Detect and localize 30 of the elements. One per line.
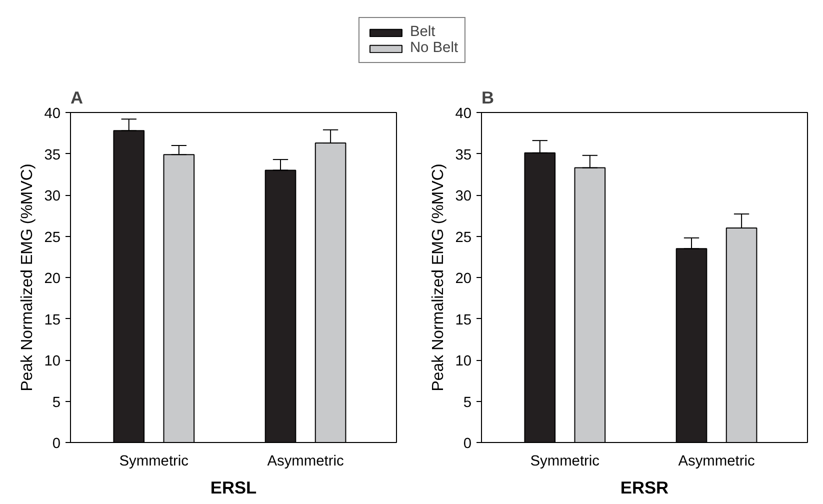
y-tick-label: 20 (455, 271, 472, 287)
y-tick-label: 25 (455, 230, 472, 246)
x-axis-title: ERSL (210, 478, 258, 498)
chart-title: A (70, 88, 84, 108)
y-tick-label: 5 (463, 394, 472, 411)
y-axis-title: Peak Normalized EMG (%MVC) (430, 164, 448, 392)
x-axis-title: ERSR (620, 478, 670, 498)
chart-title: B (482, 88, 494, 108)
legend-label: Belt (410, 24, 436, 40)
y-tick-label: 15 (44, 312, 61, 328)
x-tick-label: Symmetric (119, 454, 189, 470)
y-tick-label: 30 (44, 188, 61, 204)
y-tick-label: 40 (44, 106, 61, 122)
y-tick-label: 0 (52, 436, 61, 452)
y-axis-title: Peak Normalized EMG (%MVC) (19, 164, 36, 392)
y-tick-label: 35 (44, 147, 61, 164)
x-tick-label: Symmetric (530, 454, 600, 470)
legend-label: No Belt (410, 40, 458, 56)
y-tick-label: 0 (463, 436, 472, 452)
y-tick-label: 30 (455, 188, 472, 204)
y-tick-label: 40 (455, 106, 472, 122)
x-tick-label: Asymmetric (267, 454, 344, 470)
y-tick-label: 35 (455, 147, 472, 164)
y-tick-label: 5 (52, 394, 61, 411)
y-tick-label: 10 (455, 354, 472, 370)
y-tick-label: 15 (455, 312, 472, 328)
y-tick-label: 10 (44, 354, 61, 370)
x-tick-label: Asymmetric (678, 454, 755, 470)
y-tick-label: 25 (44, 230, 61, 246)
y-tick-label: 20 (44, 271, 61, 287)
